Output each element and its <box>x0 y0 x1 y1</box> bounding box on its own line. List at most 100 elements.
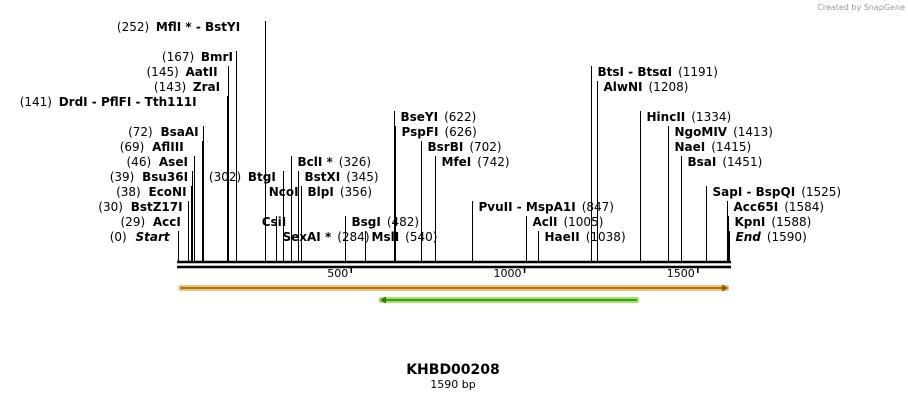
site-label-bseyi[interactable]: BseYI (622) <box>401 110 477 124</box>
site-label-bstz17i[interactable]: (30) BstZ17I <box>98 200 182 214</box>
site-label-afliii[interactable]: (69) AflIII <box>120 140 184 154</box>
site-label-end[interactable]: End (1590) <box>736 230 807 244</box>
site-label-aatii[interactable]: (145) AatII <box>147 65 218 79</box>
site-position: (1525) <box>801 185 841 199</box>
site-position: (540) <box>405 230 437 244</box>
site-label-bcli[interactable]: BclI * (326) <box>298 155 372 169</box>
site-name: BsaI <box>688 155 717 169</box>
site-position: (1415) <box>711 140 751 154</box>
site-label-hincii[interactable]: HincII (1334) <box>647 110 732 124</box>
site-position: (345) <box>346 170 378 184</box>
site-position: (30) <box>98 200 123 214</box>
site-name: HaeII <box>545 230 580 244</box>
site-name: DrdI - PflFI - Tth111I <box>59 95 197 109</box>
site-name: BseYI <box>401 110 439 124</box>
site-position: (626) <box>444 125 476 139</box>
site-position: (1208) <box>649 80 689 94</box>
site-label-drdi[interactable]: (141) DrdI - PflFI - Tth111I <box>20 95 197 109</box>
site-name: Acc65I <box>734 200 779 214</box>
site-label-zrai[interactable]: (143) ZraI <box>154 80 220 94</box>
site-position: (145) <box>147 65 179 79</box>
site-label-ngomiv[interactable]: NgoMIV (1413) <box>675 125 773 139</box>
site-name: PvuII - MspA1I <box>479 200 576 214</box>
site-position: (1590) <box>767 230 807 244</box>
site-position: (167) <box>162 50 194 64</box>
site-name: BsaAI <box>161 125 199 139</box>
site-position: (847) <box>582 200 614 214</box>
site-name: BmrI <box>201 50 233 64</box>
site-position: (1413) <box>733 125 773 139</box>
site-name: KpnI <box>735 215 766 229</box>
site-label-start[interactable]: (0) Start <box>110 230 171 244</box>
site-label-csii[interactable]: CsiI <box>262 215 287 229</box>
site-name: NgoMIV <box>675 125 728 139</box>
site-name: EcoNI <box>149 185 187 199</box>
site-label-btgi[interactable]: (302) BtgI <box>209 170 276 184</box>
site-position: (742) <box>477 155 509 169</box>
site-label-bsai[interactable]: BsaI (1451) <box>688 155 763 169</box>
site-name: AflIII <box>152 140 184 154</box>
site-label-naei[interactable]: NaeI (1415) <box>675 140 752 154</box>
site-name: SapI - BspQI <box>713 185 796 199</box>
site-label-kpni[interactable]: KpnI (1588) <box>735 215 812 229</box>
site-label-ncoi[interactable]: NcoI <box>269 185 299 199</box>
site-label-bsaai[interactable]: (72) BsaAI <box>128 125 199 139</box>
site-position: (38) <box>116 185 141 199</box>
site-position: (46) <box>127 155 152 169</box>
site-label-sapi[interactable]: SapI - BspQI (1525) <box>713 185 842 199</box>
feature-arrows <box>178 284 729 304</box>
site-name: End <box>736 230 762 244</box>
sequence-backbone <box>177 260 731 269</box>
site-position: (1334) <box>691 110 731 124</box>
site-label-bsrbi[interactable]: BsrBI (702) <box>428 140 502 154</box>
site-label-acci[interactable]: (29) AccI <box>121 215 181 229</box>
site-position: (0) <box>110 230 127 244</box>
site-position: (1005) <box>563 215 603 229</box>
site-name: BlpI <box>308 185 334 199</box>
site-position: (1191) <box>678 65 718 79</box>
axis-tick-label: 500 <box>327 267 348 280</box>
site-name: HincII <box>647 110 686 124</box>
site-name: SexAI * <box>283 230 332 244</box>
site-position: (29) <box>121 215 146 229</box>
site-label-sexai[interactable]: SexAI * (284) <box>283 230 370 244</box>
site-label-asei[interactable]: (46) AseI <box>127 155 188 169</box>
site-label-acc65i[interactable]: Acc65I (1584) <box>734 200 825 214</box>
site-label-mfli[interactable]: (252) MflI * - BstYI <box>117 20 240 34</box>
site-position: (143) <box>154 80 186 94</box>
site-label-blpi[interactable]: BlpI (356) <box>308 185 373 199</box>
site-position: (1584) <box>784 200 824 214</box>
site-name: Start <box>136 230 171 244</box>
site-name: BsrBI <box>428 140 464 154</box>
site-label-bsu36i[interactable]: (39) Bsu36I <box>110 170 188 184</box>
site-name: MfeI <box>442 155 472 169</box>
site-position: (39) <box>110 170 135 184</box>
axis-ticks: 500 1000 1500 <box>327 267 699 280</box>
orange-feature-arrowhead <box>722 284 728 292</box>
site-label-msli[interactable]: MslI (540) <box>372 230 438 244</box>
site-label-btsi[interactable]: BtsI - BtsαI (1191) <box>598 65 718 79</box>
site-position: (356) <box>340 185 372 199</box>
site-label-haeii[interactable]: HaeII (1038) <box>545 230 626 244</box>
site-labels: (0) Start(29) AccI(30) BstZ17I(38) EcoNI(39)… <box>20 20 841 244</box>
site-label-pspfi[interactable]: PspFI (626) <box>402 125 477 139</box>
site-name: AclI <box>533 215 558 229</box>
site-label-mfei[interactable]: MfeI (742) <box>442 155 510 169</box>
site-name: MflI * - BstYI <box>156 20 240 34</box>
site-label-alwni[interactable]: AlwNI (1208) <box>604 80 689 94</box>
site-label-bsgi[interactable]: BsgI (482) <box>352 215 420 229</box>
map-title: KHBD00208 <box>406 362 500 378</box>
site-label-econi[interactable]: (38) EcoNI <box>116 185 186 199</box>
green-feature-arrowhead <box>379 296 386 304</box>
site-leader-lines <box>178 21 730 262</box>
site-label-pvuii[interactable]: PvuII - MspA1I (847) <box>479 200 614 214</box>
axis-tick-label: 1500 <box>667 267 695 280</box>
site-label-bstxi[interactable]: BstXI (345) <box>305 170 379 184</box>
site-label-acli[interactable]: AclI (1005) <box>533 215 604 229</box>
site-name: AlwNI <box>604 80 643 94</box>
site-name: NaeI <box>675 140 706 154</box>
site-position: (1451) <box>722 155 762 169</box>
site-position: (702) <box>469 140 501 154</box>
site-label-bmri[interactable]: (167) BmrI <box>162 50 233 64</box>
